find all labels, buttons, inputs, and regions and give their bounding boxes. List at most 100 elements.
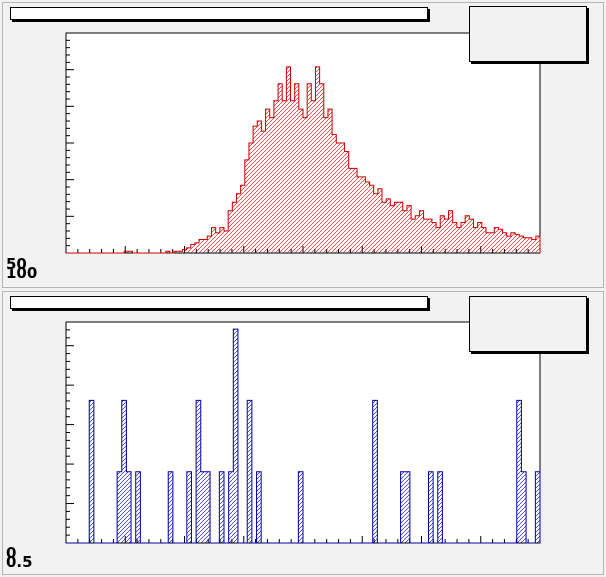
histogram-bin [348,168,353,253]
histogram-bin [174,251,179,253]
histogram-bin [444,219,449,253]
histogram-bin [519,236,524,253]
histogram-bin [273,100,279,253]
histogram-bin [361,176,366,253]
histogram-bin [437,471,443,543]
histogram-bin [190,244,195,253]
histogram-bin [344,151,349,253]
histogram-bin [257,121,262,253]
histogram-bin [315,66,320,253]
histogram-bin [207,236,212,253]
histogram-bin [311,100,316,253]
histogram-bin [436,227,441,253]
histogram-bin [428,471,434,543]
histogram-bin [336,143,341,253]
histogram-bin [128,251,133,253]
histogram-bin [452,222,457,253]
histogram-bin [498,229,503,253]
histogram-bin [485,232,491,253]
histogram-bin [126,471,132,543]
histogram-bin [233,329,238,543]
histogram-bin [402,210,407,253]
histogram-bin [215,232,220,253]
histogram-bin [415,215,420,253]
histogram-bin [521,471,527,543]
bottom-y-tick-label: 0.5 [6,553,33,571]
histogram-bin [323,117,328,253]
histogram-bin [386,198,391,253]
histogram-bin [244,159,249,253]
histogram-bin [465,215,470,253]
histogram-outline [66,66,541,254]
histogram-bin [165,251,170,253]
histogram-bin [357,176,362,253]
histogram-bin [307,83,312,254]
histogram-bin [516,400,522,543]
histogram-bin [373,193,378,253]
histogram-bin [219,471,224,543]
histogram-bin [365,181,370,253]
histogram-bin [377,188,382,253]
histogram-bin [535,471,540,543]
histogram-bin [352,168,358,253]
bottom-histogram-title [10,296,428,309]
histogram-bin [369,185,374,253]
histogram-bin [372,400,378,543]
histogram-bin [186,471,192,543]
histogram-bin [382,202,387,253]
histogram-bin [461,222,466,253]
bottom-stats-box[interactable] [469,296,587,352]
histogram-bin [448,210,453,253]
histogram-bin [199,239,204,253]
histogram-bin [182,249,187,253]
top-y-tick-label: 50 [6,255,27,273]
histogram-bin [247,400,252,543]
histogram-bin [327,109,333,254]
histogram-bin [228,471,234,543]
histogram-bin [261,131,266,253]
histogram-bin [473,227,478,253]
histogram-bin [527,237,532,253]
histogram-bin [203,239,208,253]
histogram-bin [248,143,254,253]
histogram-bin [406,205,412,253]
histogram-bin [515,234,520,253]
histogram-bin [290,100,295,253]
histogram-bin [205,471,211,543]
histogram-bin [427,219,432,253]
histogram-bin [232,202,237,253]
histogram-bin [456,227,461,253]
top-y-tick-labels: 50 100 [6,255,38,282]
histogram-bin [196,400,201,543]
histogram-bin [502,232,507,253]
top-y-tick-label: 100 [6,264,38,282]
histogram-bin [535,236,540,253]
histogram-bin [411,219,416,253]
histogram-bin [236,193,241,253]
histogram-bin [400,471,406,543]
bottom-y-tick-label: 0 [6,544,17,562]
histogram-bin [228,210,233,253]
histogram-bin [510,232,516,253]
histogram-bin [117,471,122,543]
histogram-bin [282,100,287,253]
histogram-bin [481,227,486,253]
histogram-bin [440,215,445,253]
histogram-bin [269,117,274,253]
histogram-bin [469,219,474,253]
histogram-bin [286,66,291,253]
histogram-bin [303,117,308,253]
histogram-bin [178,251,183,253]
bottom-histogram-plot [66,328,541,544]
histogram-bin [423,219,428,253]
histogram-bin [332,134,337,253]
histogram-bin [219,227,224,253]
histogram-bin [490,232,495,253]
top-stats-box[interactable] [469,6,587,62]
histogram-bin [253,126,258,253]
histogram-outline [66,328,541,544]
histogram-bin [298,471,303,543]
histogram-bin [405,471,410,543]
